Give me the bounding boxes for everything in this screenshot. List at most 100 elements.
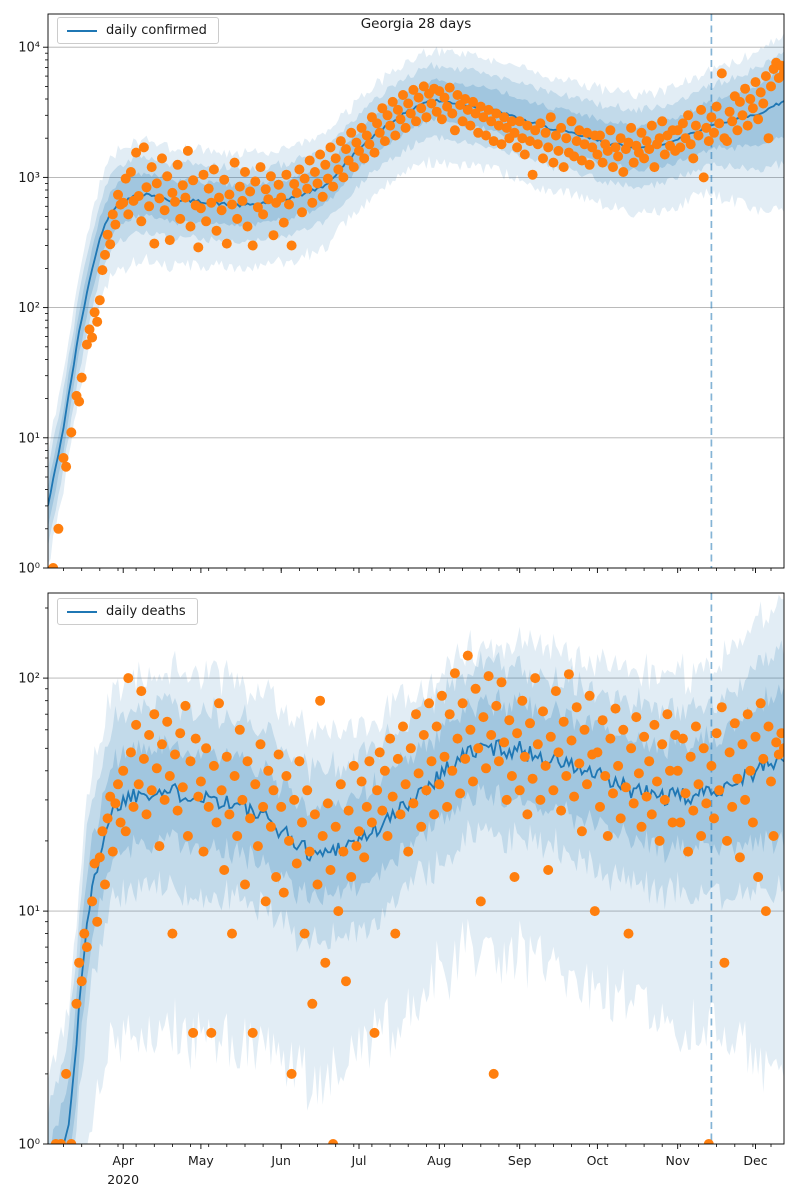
- scatter-point: [496, 139, 507, 150]
- scatter-point: [333, 906, 344, 917]
- scatter-point: [569, 791, 580, 802]
- scatter-point: [696, 104, 707, 115]
- legend-label: daily confirmed: [106, 23, 207, 38]
- scatter-point: [755, 87, 766, 98]
- scatter-point: [395, 809, 406, 820]
- scatter-point: [214, 698, 224, 709]
- scatter-point: [579, 139, 590, 150]
- scatter-point: [615, 813, 626, 824]
- x-tick-label: Jun: [270, 1153, 291, 1168]
- scatter-point: [628, 157, 639, 168]
- scatter-point: [483, 104, 494, 115]
- scatter-point: [74, 957, 85, 968]
- scatter-point: [760, 906, 771, 917]
- scatter-point: [442, 801, 453, 812]
- scatter-point: [579, 724, 590, 735]
- scatter-point: [315, 149, 326, 160]
- scatter-point: [240, 879, 250, 890]
- scatter-point: [159, 205, 170, 216]
- scatter-point: [356, 122, 367, 133]
- scatter-point: [377, 805, 388, 816]
- scatter-point: [714, 118, 725, 129]
- scatter-point: [263, 194, 274, 205]
- scatter-point: [100, 249, 110, 260]
- y-tick-label: 10⁴: [18, 41, 40, 56]
- scatter-point: [294, 756, 305, 767]
- scatter-point: [597, 715, 608, 726]
- scatter-point: [449, 668, 460, 679]
- scatter-point: [366, 817, 377, 828]
- y-tick-label: 10²: [18, 301, 40, 316]
- scatter-point: [299, 173, 310, 184]
- scatter-point: [724, 106, 735, 117]
- scatter-point: [258, 801, 269, 812]
- scatter-point: [89, 307, 100, 318]
- scatter-point: [120, 826, 131, 837]
- scatter-point: [105, 239, 116, 250]
- scatter-point: [268, 230, 279, 241]
- scatter-point: [180, 192, 191, 203]
- scatter-point: [128, 801, 139, 812]
- scatter-point: [771, 737, 782, 748]
- scatter-point: [563, 669, 574, 680]
- scatter-point: [351, 841, 362, 852]
- scatter-point: [284, 199, 294, 210]
- scatter-point: [364, 756, 375, 767]
- scatter-point: [722, 835, 732, 846]
- scatter-point: [232, 213, 243, 224]
- scatter-point: [328, 181, 339, 192]
- scatter-point: [416, 821, 427, 832]
- scatter-point: [242, 756, 253, 767]
- scatter-point: [97, 826, 108, 837]
- scatter-point: [727, 116, 738, 127]
- scatter-point: [185, 221, 196, 232]
- scatter-point: [299, 928, 310, 939]
- scatter-point: [144, 730, 155, 740]
- axes-frame: [47, 592, 785, 1145]
- scatter-point: [442, 101, 453, 112]
- scatter-point: [265, 171, 276, 182]
- scatter-point: [291, 187, 302, 198]
- scatter-point: [491, 108, 502, 119]
- scatter-point: [297, 817, 307, 828]
- scatter-point: [265, 821, 276, 832]
- scatter-point: [346, 872, 357, 882]
- scatter-point: [252, 202, 263, 213]
- scatter-point: [351, 137, 362, 148]
- scatter-point: [195, 776, 206, 787]
- scatter-point: [478, 112, 489, 123]
- scatter-point: [48, 563, 59, 568]
- scatter-point: [286, 1068, 297, 1079]
- scatter-point: [172, 805, 183, 816]
- scatter-point: [724, 747, 735, 758]
- scatter-point: [584, 690, 595, 701]
- x-tick-label: Oct: [587, 1153, 609, 1168]
- scatter-point: [53, 523, 64, 534]
- x-tick-label: Sep: [508, 1153, 532, 1168]
- scatter-point: [538, 153, 548, 164]
- scatter-point: [755, 698, 766, 709]
- scatter-point: [631, 712, 642, 723]
- scatter-point: [289, 179, 300, 189]
- scatter-point: [613, 760, 624, 771]
- scatter-point: [392, 753, 403, 764]
- scatter-point: [711, 101, 722, 112]
- scatter-point: [237, 794, 248, 805]
- scatter-point: [527, 773, 538, 784]
- scatter-point: [234, 181, 245, 192]
- scatter-point: [216, 205, 227, 216]
- scatter-point: [125, 167, 136, 177]
- scatter-point: [195, 203, 206, 214]
- scatter-point: [273, 179, 284, 190]
- scatter-point: [600, 771, 611, 781]
- scatter-point: [343, 805, 354, 816]
- scatter-point: [558, 716, 569, 727]
- scatter-point: [460, 94, 471, 104]
- scatter-point: [335, 779, 346, 790]
- scatter-point: [149, 709, 160, 720]
- scatter-point: [688, 153, 699, 164]
- scatter-point: [493, 756, 504, 767]
- scatter-point: [561, 133, 572, 144]
- axes-frame: [47, 13, 785, 569]
- scatter-point: [377, 103, 388, 114]
